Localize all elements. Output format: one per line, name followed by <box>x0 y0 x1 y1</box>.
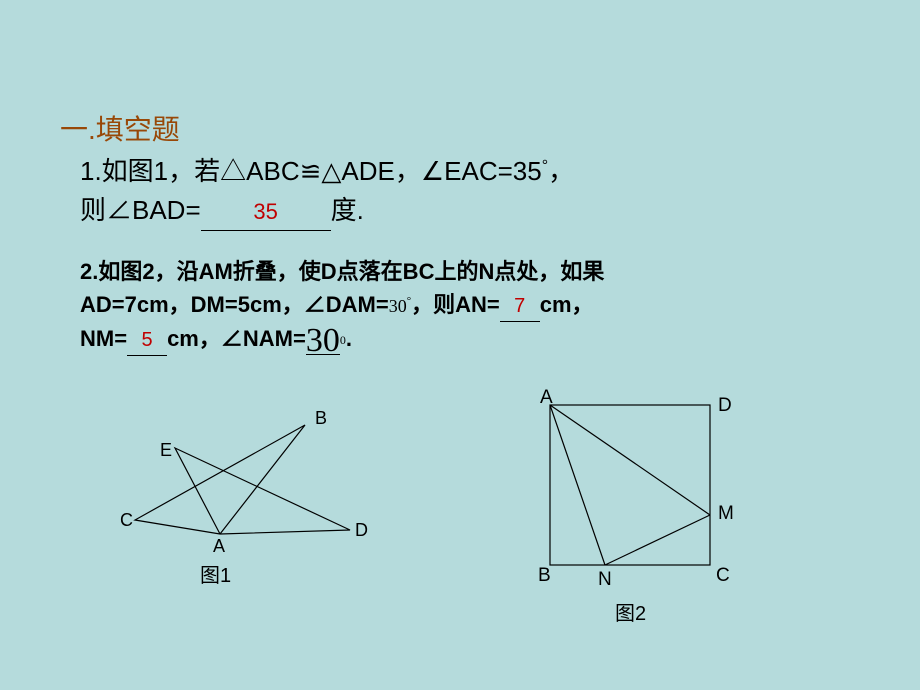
q1-text-3: 度. <box>331 195 364 225</box>
q2-nm-blank: 5 <box>127 322 167 356</box>
section-title: 一.填空题 <box>60 108 180 148</box>
fig1-label-e: E <box>160 440 172 461</box>
figure-1-svg <box>120 400 380 560</box>
question-1: 1.如图1，若△ABC≌△ADE，∠EAC=35°， 则∠BAD=35度. <box>80 152 574 231</box>
square-abcd <box>550 405 710 565</box>
q2-nam-deg: 0 <box>340 333 346 347</box>
triangle-ade <box>175 448 350 534</box>
q2-line1: 2.如图2，沿AM折叠，使D点落在BC上的N点处，如果 <box>80 259 604 284</box>
q2-nam-value: 30 <box>306 327 340 355</box>
line-am <box>550 405 710 515</box>
q2-nm-answer: 5 <box>142 329 153 351</box>
q2-an-answer: 7 <box>514 295 525 317</box>
fig1-label-c: C <box>120 510 133 531</box>
figure-1: E B C A D 图1 <box>120 400 380 565</box>
fig2-caption: 图2 <box>615 597 646 626</box>
q2-line3b: cm，∠NAM= <box>167 326 306 351</box>
fig2-label-m: M <box>718 503 734 525</box>
fig1-caption: 图1 <box>200 559 231 588</box>
q2-line2c: cm， <box>540 292 594 317</box>
q2-an-blank: 7 <box>500 288 540 322</box>
q2-line3c: . <box>346 326 352 351</box>
q2-line2b: ，则AN= <box>411 292 500 317</box>
fig1-label-d: D <box>355 520 368 541</box>
q1-text-1: 1.如图1，若△ABC≌△ADE，∠EAC=35 <box>80 156 542 186</box>
q1-text-2: 则∠BAD= <box>80 195 201 225</box>
fig2-label-b: B <box>538 565 551 587</box>
question-2: 2.如图2，沿AM折叠，使D点落在BC上的N点处，如果 AD=7cm，DM=5c… <box>80 255 604 356</box>
line-nm <box>605 515 710 565</box>
fig2-label-c: C <box>716 565 730 587</box>
fig2-label-d: D <box>718 395 732 417</box>
q1-answer: 35 <box>253 199 277 224</box>
q1-sep: ， <box>548 156 574 186</box>
q1-blank: 35 <box>201 191 331 231</box>
fig2-label-n: N <box>598 569 612 591</box>
line-an <box>550 405 605 565</box>
figure-2: A D M B N C 图2 <box>530 385 750 600</box>
q2-line3a: NM= <box>80 326 127 351</box>
fig2-label-a: A <box>540 387 553 409</box>
figure-2-svg <box>530 385 750 595</box>
fig1-label-a: A <box>213 536 225 557</box>
q2-line2a: AD=7cm，DM=5cm，∠DAM= <box>80 292 389 317</box>
fig1-label-b: B <box>315 408 327 429</box>
figures-container: E B C A D 图1 A D M B N C 图2 <box>0 400 920 660</box>
q2-dam-deg: ° <box>407 295 411 307</box>
q2-dam-value: 30 <box>389 296 407 316</box>
